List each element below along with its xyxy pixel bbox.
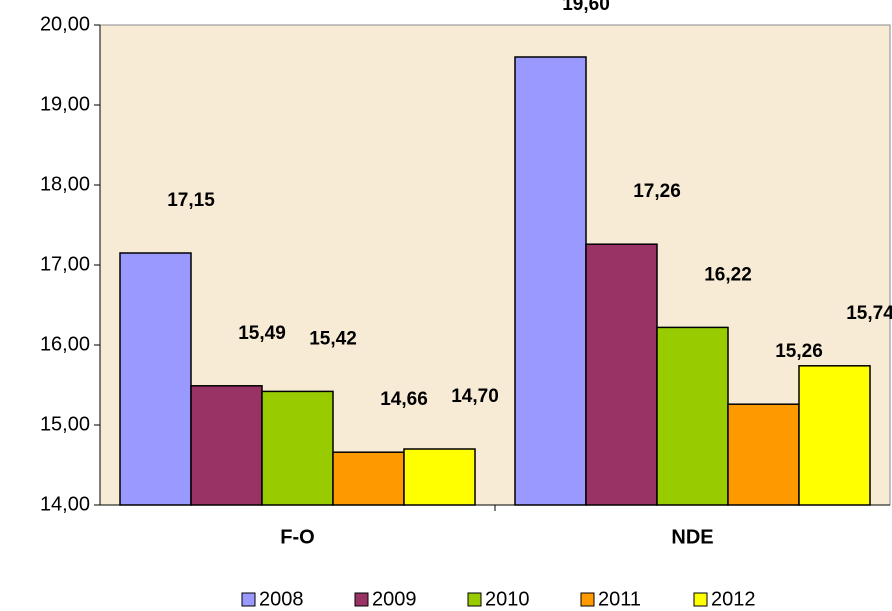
x-tick-label: NDE	[671, 526, 713, 548]
y-tick-label: 19,00	[40, 93, 90, 115]
value-label: 17,26	[633, 181, 681, 202]
bar	[403, 448, 476, 506]
y-tick-label: 18,00	[40, 173, 90, 195]
value-label: 16,22	[704, 264, 752, 285]
value-label: 19,60	[562, 0, 610, 15]
value-label: 14,66	[380, 389, 428, 410]
legend-label: 2008	[259, 588, 304, 610]
y-tick-label: 15,00	[40, 413, 90, 435]
bar	[656, 326, 729, 506]
y-tick-label: 20,00	[40, 13, 90, 35]
legend-label: 2011	[598, 588, 641, 610]
y-tick-label: 14,00	[40, 493, 90, 515]
legend-label: 2010	[485, 588, 530, 610]
value-label: 15,26	[775, 341, 823, 362]
value-label: 15,42	[309, 328, 357, 349]
bar	[727, 403, 800, 506]
legend-swatch	[580, 592, 595, 607]
value-label: 15,74	[846, 303, 892, 324]
y-tick-label: 16,00	[40, 333, 90, 355]
legend-swatch	[241, 592, 256, 607]
x-tick-label: F-O	[280, 526, 314, 548]
bar	[261, 390, 334, 506]
legend-swatch	[354, 592, 369, 607]
bar	[332, 451, 405, 506]
value-label: 17,15	[167, 190, 215, 211]
bar	[798, 365, 871, 506]
bar	[119, 252, 192, 506]
bar	[190, 385, 263, 506]
legend-label: 2012	[711, 588, 756, 610]
bar	[514, 56, 587, 506]
legend-swatch	[467, 592, 482, 607]
value-label: 14,70	[451, 386, 499, 407]
legend-swatch	[693, 592, 708, 607]
bar	[585, 243, 658, 506]
y-tick-label: 17,00	[40, 253, 90, 275]
value-label: 15,49	[238, 323, 286, 344]
legend-label: 2009	[372, 588, 417, 610]
